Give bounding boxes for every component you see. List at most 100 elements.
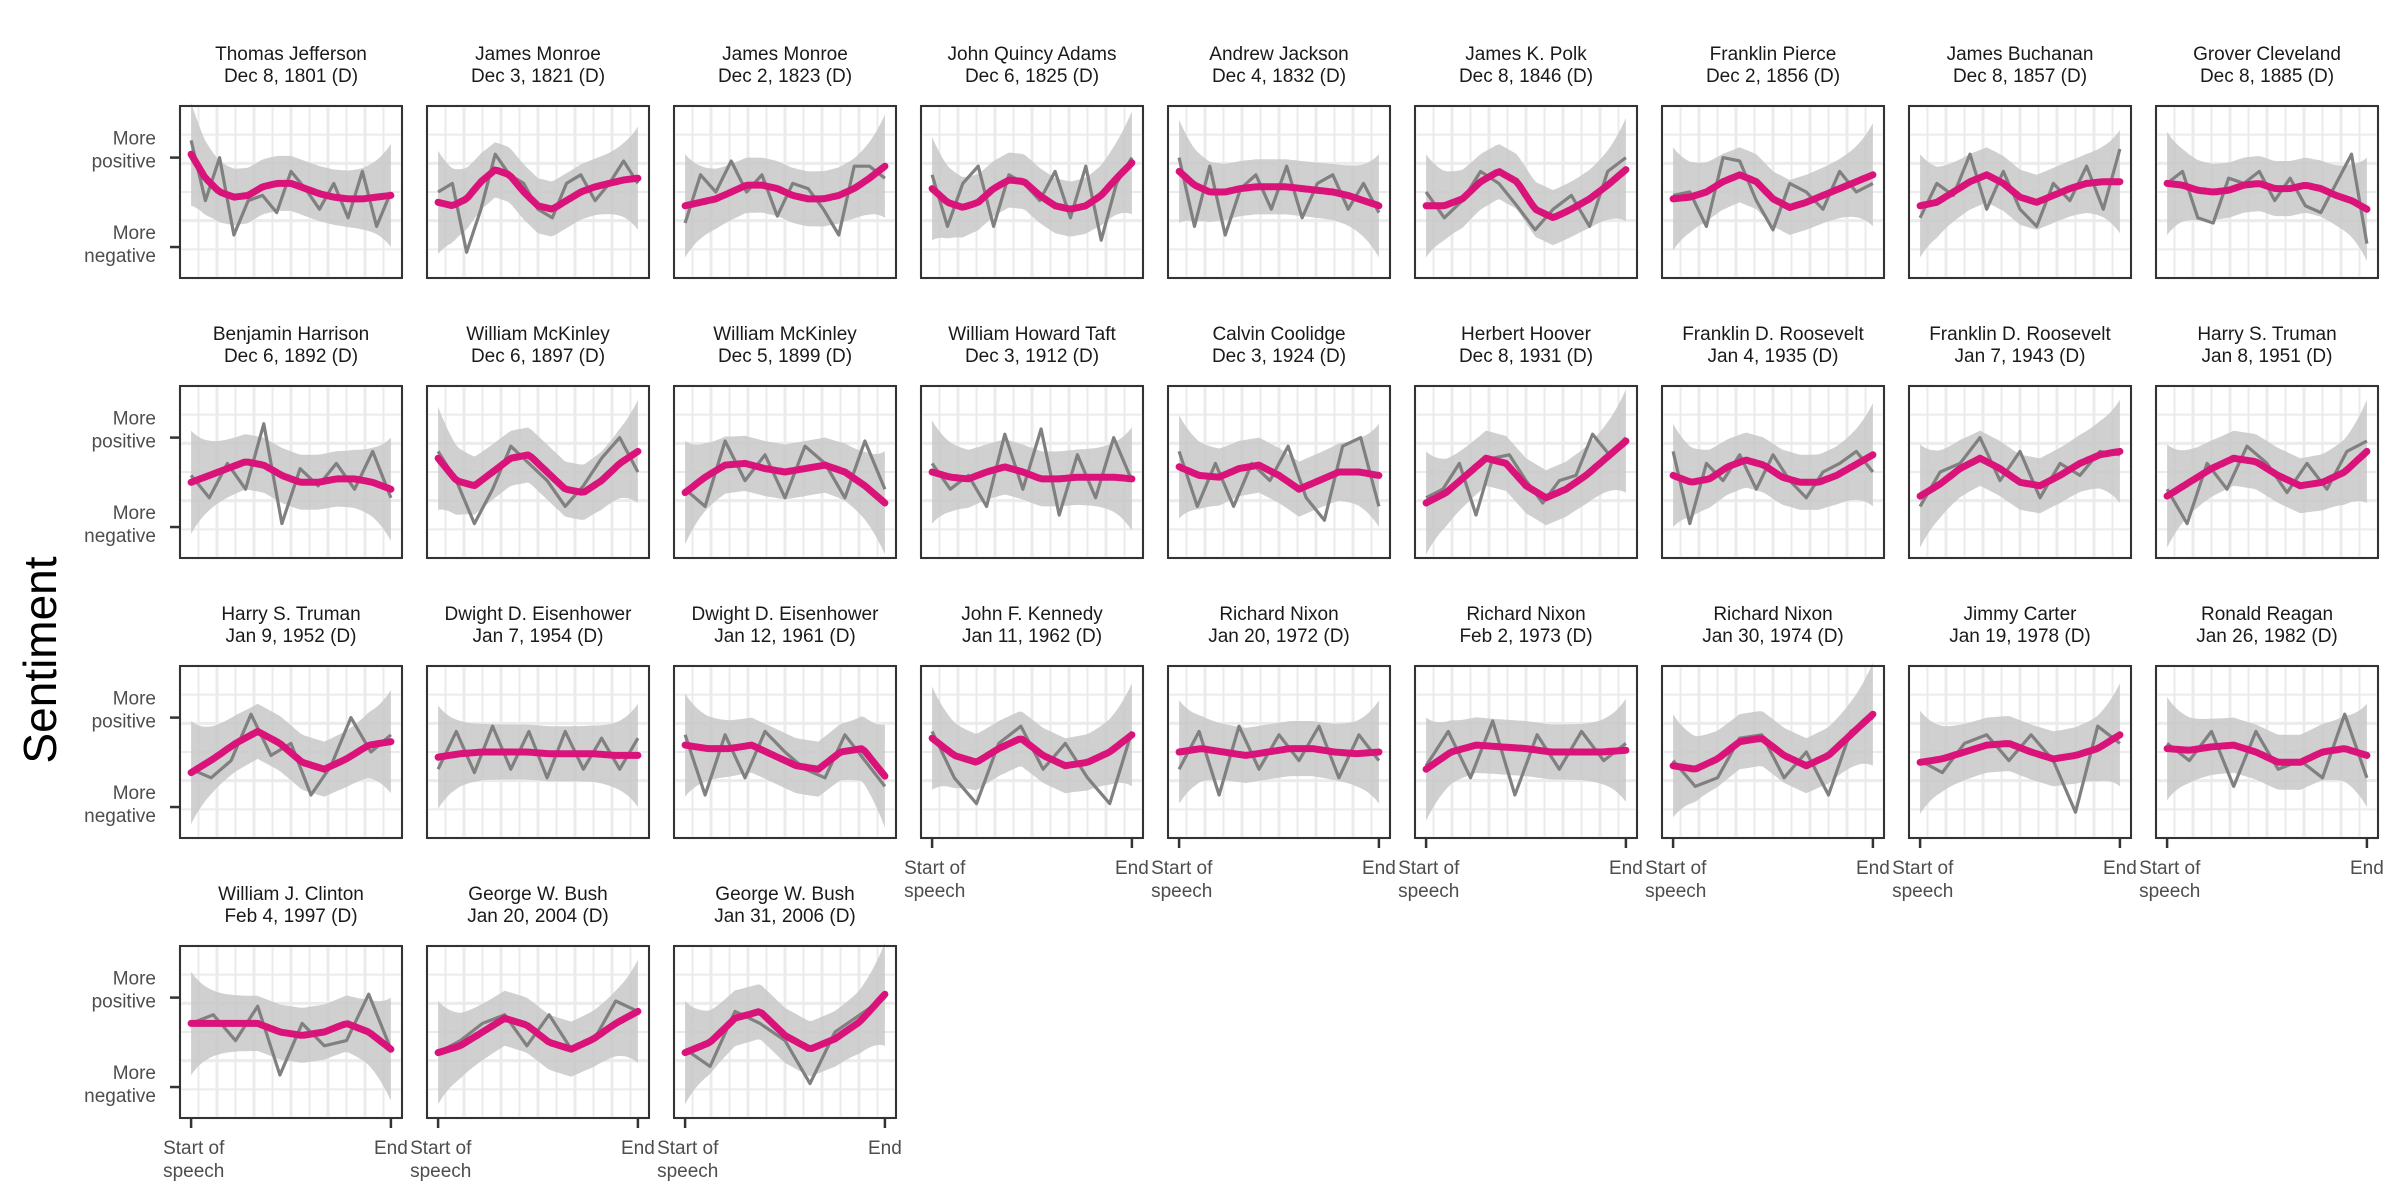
panel-border <box>2155 665 2379 839</box>
y-tick-label: positive <box>92 712 156 733</box>
panel-border <box>920 665 1144 839</box>
x-tick-label: speech <box>163 1161 224 1182</box>
x-tick-label: speech <box>1892 881 1953 902</box>
smoothed-sentiment-line <box>2163 447 2371 500</box>
panel-border <box>920 105 1144 279</box>
raw-sentiment-line <box>190 992 393 1077</box>
raw-sentiment-line <box>1671 716 1874 797</box>
panel-border <box>426 945 650 1119</box>
raw-sentiment-line <box>1177 724 1381 797</box>
panel-date: Jan 7, 1954 (D) <box>473 626 604 647</box>
panel-title: William McKinley <box>466 324 610 345</box>
panel-title: Franklin Pierce <box>1710 44 1837 65</box>
panel-title: James K. Polk <box>1465 44 1587 65</box>
panel-date: Jan 12, 1961 (D) <box>714 626 856 647</box>
x-tick-label: Start of <box>163 1138 225 1159</box>
smoothed-sentiment-line <box>2163 179 2371 213</box>
panel-border <box>1167 385 1391 559</box>
smoothed-sentiment-line <box>1175 745 1383 759</box>
panel-title: William J. Clinton <box>218 884 364 905</box>
panel-date: Feb 4, 1997 (D) <box>224 906 357 927</box>
smoothed-sentiment-line <box>1669 710 1877 773</box>
panel-date: Dec 8, 1931 (D) <box>1459 346 1593 367</box>
smoothed-sentiment-line <box>928 731 1136 770</box>
raw-sentiment-line <box>684 996 886 1086</box>
panel-date: Dec 3, 1924 (D) <box>1212 346 1346 367</box>
panel-title: Jimmy Carter <box>1964 604 2078 625</box>
panel-title: Ronald Reagan <box>2201 604 2333 625</box>
panel-title: Harry S. Truman <box>221 604 360 625</box>
panel-date: Jan 7, 1943 (D) <box>1955 346 2086 367</box>
panel-date: Dec 2, 1856 (D) <box>1706 66 1840 87</box>
confidence-ribbon <box>1673 662 1873 818</box>
panel-date: Jan 30, 1974 (D) <box>1702 626 1844 647</box>
raw-sentiment-line <box>436 436 640 526</box>
y-tick-label: More <box>113 129 156 150</box>
x-tick-label: Start of <box>1151 858 1213 879</box>
x-tick-label: speech <box>410 1161 471 1182</box>
panel-border <box>1414 665 1638 839</box>
confidence-ribbon <box>1426 698 1626 821</box>
panel-title: William McKinley <box>713 324 857 345</box>
smoothed-sentiment-line <box>1916 171 2124 210</box>
x-tick-label: End <box>1609 858 1643 879</box>
panel-date: Jan 19, 1978 (D) <box>1949 626 2091 647</box>
panel-title: Franklin D. Roosevelt <box>1929 324 2111 345</box>
panel-date: Dec 8, 1846 (D) <box>1459 66 1593 87</box>
x-tick-label: End <box>1856 858 1890 879</box>
confidence-ribbon <box>2167 131 2367 261</box>
panel-title: Herbert Hoover <box>1461 324 1592 345</box>
panel-title: John Quincy Adams <box>948 44 1117 65</box>
panel-border <box>1661 665 1885 839</box>
panel-border <box>179 945 403 1119</box>
smoothed-sentiment-line <box>681 741 889 780</box>
x-tick-label: End <box>2103 858 2137 879</box>
panel-date: Dec 4, 1832 (D) <box>1212 66 1346 87</box>
panel-title: Andrew Jackson <box>1209 44 1348 65</box>
smoothed-sentiment-line <box>928 159 1136 213</box>
panel-border <box>1908 105 2132 279</box>
x-tick-label: Start of <box>1645 858 1707 879</box>
panel-border <box>1414 105 1638 279</box>
y-tick-label: More <box>113 689 156 710</box>
x-tick-label: Start of <box>2139 858 2201 879</box>
raw-sentiment-line <box>1177 436 1381 522</box>
y-tick-label: positive <box>92 432 156 453</box>
x-tick-label: Start of <box>410 1138 472 1159</box>
smoothed-sentiment-line <box>2163 741 2371 766</box>
y-tick-label: negative <box>84 246 156 267</box>
panel-date: Jan 8, 1951 (D) <box>2202 346 2333 367</box>
confidence-ribbon <box>1426 118 1626 258</box>
smoothed-sentiment-line <box>1175 167 1383 210</box>
y-tick-label: positive <box>92 992 156 1013</box>
raw-sentiment-line <box>683 159 886 237</box>
smoothed-sentiment-line <box>434 166 642 213</box>
panel-date: Dec 5, 1899 (D) <box>718 346 852 367</box>
panel-title: Dwight D. Eisenhower <box>445 604 633 625</box>
panel-date: Dec 6, 1897 (D) <box>471 346 605 367</box>
panel-date: Jan 9, 1952 (D) <box>226 626 357 647</box>
panel-border <box>426 665 650 839</box>
y-tick-label: More <box>113 223 156 244</box>
panel-border <box>2155 105 2379 279</box>
panel-date: Dec 8, 1801 (D) <box>224 66 358 87</box>
smoothed-sentiment-line <box>187 1019 395 1053</box>
smoothed-sentiment-line <box>434 748 642 761</box>
y-tick-label: More <box>113 1063 156 1084</box>
panel-date: Jan 11, 1962 (D) <box>962 626 1102 647</box>
panel-border <box>1167 105 1391 279</box>
confidence-ribbon <box>1673 123 1873 251</box>
panel-title: James Buchanan <box>1947 44 2094 65</box>
smoothed-sentiment-line <box>1916 731 2124 766</box>
panel-title: Thomas Jefferson <box>215 44 367 65</box>
confidence-ribbon <box>1920 399 2120 548</box>
panel-date: Jan 26, 1982 (D) <box>2196 626 2338 647</box>
y-axis-title: Sentiment <box>14 556 66 763</box>
panel-title: Dwight D. Eisenhower <box>692 604 880 625</box>
confidence-ribbon <box>191 430 391 541</box>
x-tick-label: Start of <box>904 858 966 879</box>
y-tick-label: More <box>113 783 156 804</box>
panel-border <box>2155 385 2379 559</box>
